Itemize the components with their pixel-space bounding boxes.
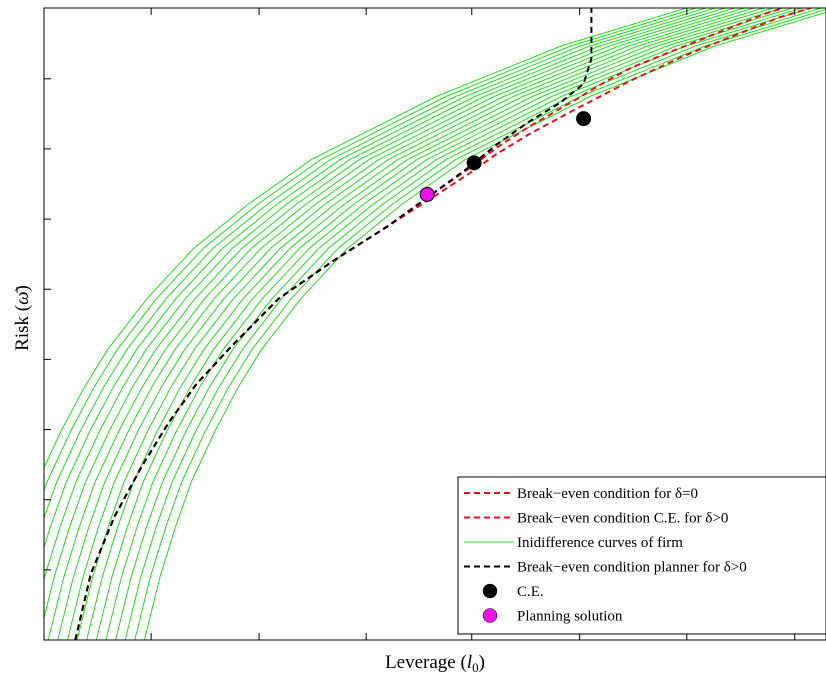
- legend-label: Break−even condition for δ=0: [517, 486, 698, 502]
- plot-frame: [43, 7, 826, 641]
- indifference-curve: [105, 8, 805, 640]
- legend-label: C.E.: [517, 584, 544, 600]
- indifference-curve: [44, 8, 738, 621]
- solution-markers: [419, 111, 592, 202]
- legend-label: Planning solution: [517, 609, 623, 625]
- series-line-3: [74, 8, 593, 640]
- legend-label: Break−even condition planner for δ>0: [517, 560, 747, 576]
- indifference-curve: [86, 8, 786, 640]
- legend-label: Break−even condition C.E. for δ>0: [517, 511, 728, 527]
- legend-box: [457, 476, 826, 635]
- indifference-curve: [124, 8, 824, 640]
- legend: Break−even condition for δ=0 Break−even c…: [457, 476, 826, 635]
- indifference-curve: [44, 8, 728, 582]
- indifference-curve: [44, 8, 718, 550]
- indifference-curve: [115, 8, 815, 640]
- axis-ticks: [44, 8, 796, 640]
- y-axis-label: Risk (ω̄): [12, 285, 33, 351]
- indifference-curves: [44, 8, 826, 640]
- x-axis-label: Leverage (l0): [385, 652, 485, 675]
- legend-swatch-marker: [482, 583, 498, 599]
- marker-point: [576, 111, 592, 127]
- marker-point: [419, 186, 435, 202]
- indifference-curve: [44, 8, 690, 469]
- indifference-curve: [95, 8, 795, 640]
- indifference-curve: [143, 11, 826, 640]
- legend-swatch-marker: [482, 608, 498, 623]
- break-even-series: [74, 8, 811, 640]
- marker-point: [466, 155, 482, 171]
- indifference-curve: [57, 8, 757, 640]
- legend-label: Inidifference curves of firm: [517, 535, 683, 551]
- indifference-curve: [67, 8, 766, 640]
- indifference-curve: [47, 8, 747, 640]
- indifference-curve: [76, 8, 776, 640]
